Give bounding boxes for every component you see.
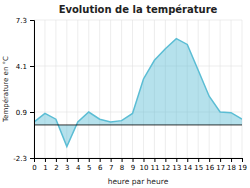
tick: 17 bbox=[216, 158, 225, 172]
tick-label: 8 bbox=[120, 164, 124, 172]
grid-line-y bbox=[34, 66, 242, 67]
tick-mark bbox=[198, 158, 199, 162]
y-axis-label: Température en °C bbox=[2, 56, 10, 123]
grid-line-x bbox=[132, 20, 133, 158]
tick: 8 bbox=[120, 158, 124, 172]
marks bbox=[34, 39, 242, 147]
y-axis: -2.3 0.9 4.1 7.3 bbox=[13, 17, 34, 163]
tick: 6 bbox=[98, 158, 103, 172]
tick-label: 10 bbox=[140, 164, 149, 172]
tick-label: 19 bbox=[238, 164, 247, 172]
tick: 0.9 bbox=[16, 109, 34, 117]
tick-mark bbox=[30, 158, 34, 159]
grid-line-x bbox=[99, 20, 100, 158]
tick: 5 bbox=[87, 158, 91, 172]
grid-line-x bbox=[77, 20, 78, 158]
tick: 18 bbox=[227, 158, 236, 172]
tick-mark bbox=[30, 112, 34, 113]
tick: 9 bbox=[131, 158, 135, 172]
tick-mark bbox=[100, 158, 101, 162]
tick-label: 4.1 bbox=[16, 63, 27, 71]
tick-label: 0.9 bbox=[16, 109, 27, 117]
tick-label: 5 bbox=[87, 164, 91, 172]
tick: 14 bbox=[183, 158, 192, 172]
x-axis: 012345678910111213141516171819 bbox=[32, 158, 247, 172]
axis-domain bbox=[35, 159, 243, 163]
title: Evolution de la température bbox=[59, 4, 218, 15]
tick-mark bbox=[45, 158, 46, 162]
tick-mark bbox=[30, 66, 34, 67]
grid-line-x bbox=[44, 20, 45, 158]
tick-mark bbox=[67, 158, 68, 162]
tick-label: 6 bbox=[98, 164, 103, 172]
x-axis-label: heure par heure bbox=[108, 177, 169, 186]
tick: -2.3 bbox=[13, 155, 34, 163]
tick-label: 4 bbox=[76, 164, 81, 172]
tick-label: 18 bbox=[227, 164, 236, 172]
tick-mark bbox=[78, 158, 79, 162]
tick-label: 14 bbox=[183, 164, 192, 172]
tick-label: 13 bbox=[172, 164, 181, 172]
tick-label: 12 bbox=[161, 164, 170, 172]
tick-label: -2.3 bbox=[13, 155, 27, 163]
grid-line-x bbox=[242, 20, 243, 158]
chart: 012345678910111213141516171819-2.30.94.1… bbox=[0, 0, 250, 188]
tick-label: 2 bbox=[54, 164, 58, 172]
tick-mark bbox=[122, 158, 123, 162]
zero-line bbox=[34, 124, 242, 125]
tick-mark bbox=[154, 158, 155, 162]
area bbox=[34, 39, 242, 147]
tick: 7.3 bbox=[16, 17, 34, 25]
tick: 10 bbox=[140, 158, 149, 172]
tick-mark bbox=[187, 158, 188, 162]
grid-line-x bbox=[231, 20, 232, 158]
tick: 15 bbox=[194, 158, 203, 172]
grid-line-x bbox=[110, 20, 111, 158]
tick: 16 bbox=[205, 158, 214, 172]
tick: 19 bbox=[238, 158, 247, 172]
tick-label: 1 bbox=[43, 164, 47, 172]
tick: 3 bbox=[65, 158, 69, 172]
tick: 11 bbox=[150, 158, 159, 172]
plot: 012345678910111213141516171819-2.30.94.1… bbox=[13, 17, 247, 172]
tick: 0 bbox=[32, 158, 36, 172]
tick-mark bbox=[89, 158, 90, 162]
tick-label: 16 bbox=[205, 164, 214, 172]
tick-mark bbox=[209, 158, 210, 162]
tick-label: 0 bbox=[32, 164, 36, 172]
tick-label: 7.3 bbox=[16, 17, 27, 25]
tick-mark bbox=[133, 158, 134, 162]
grid-line-x bbox=[55, 20, 56, 158]
tick: 4.1 bbox=[16, 63, 34, 71]
tick-mark bbox=[30, 20, 34, 21]
tick-mark bbox=[143, 158, 144, 162]
tick: 7 bbox=[109, 158, 113, 172]
tick-label: 9 bbox=[131, 164, 135, 172]
line bbox=[34, 39, 242, 147]
tick: 2 bbox=[54, 158, 58, 172]
tick-mark bbox=[231, 158, 232, 162]
tick: 4 bbox=[76, 158, 81, 172]
grid-line-x bbox=[209, 20, 210, 158]
tick-label: 17 bbox=[216, 164, 225, 172]
grid-line-x bbox=[121, 20, 122, 158]
tick-mark bbox=[56, 158, 57, 162]
tick-mark bbox=[165, 158, 166, 162]
tick-label: 15 bbox=[194, 164, 203, 172]
grid-line-y bbox=[34, 20, 242, 21]
tick-label: 11 bbox=[150, 164, 159, 172]
tick-label: 7 bbox=[109, 164, 113, 172]
grid-line-x bbox=[220, 20, 221, 158]
grid-line-x bbox=[88, 20, 89, 158]
tick-label: 3 bbox=[65, 164, 69, 172]
tick-mark bbox=[176, 158, 177, 162]
tick: 12 bbox=[161, 158, 170, 172]
tick: 13 bbox=[172, 158, 181, 172]
tick: 1 bbox=[43, 158, 47, 172]
axis-domain bbox=[30, 21, 35, 159]
tick-mark bbox=[242, 158, 243, 162]
grid bbox=[34, 20, 242, 158]
tick-mark bbox=[220, 158, 221, 162]
tick-mark bbox=[111, 158, 112, 162]
